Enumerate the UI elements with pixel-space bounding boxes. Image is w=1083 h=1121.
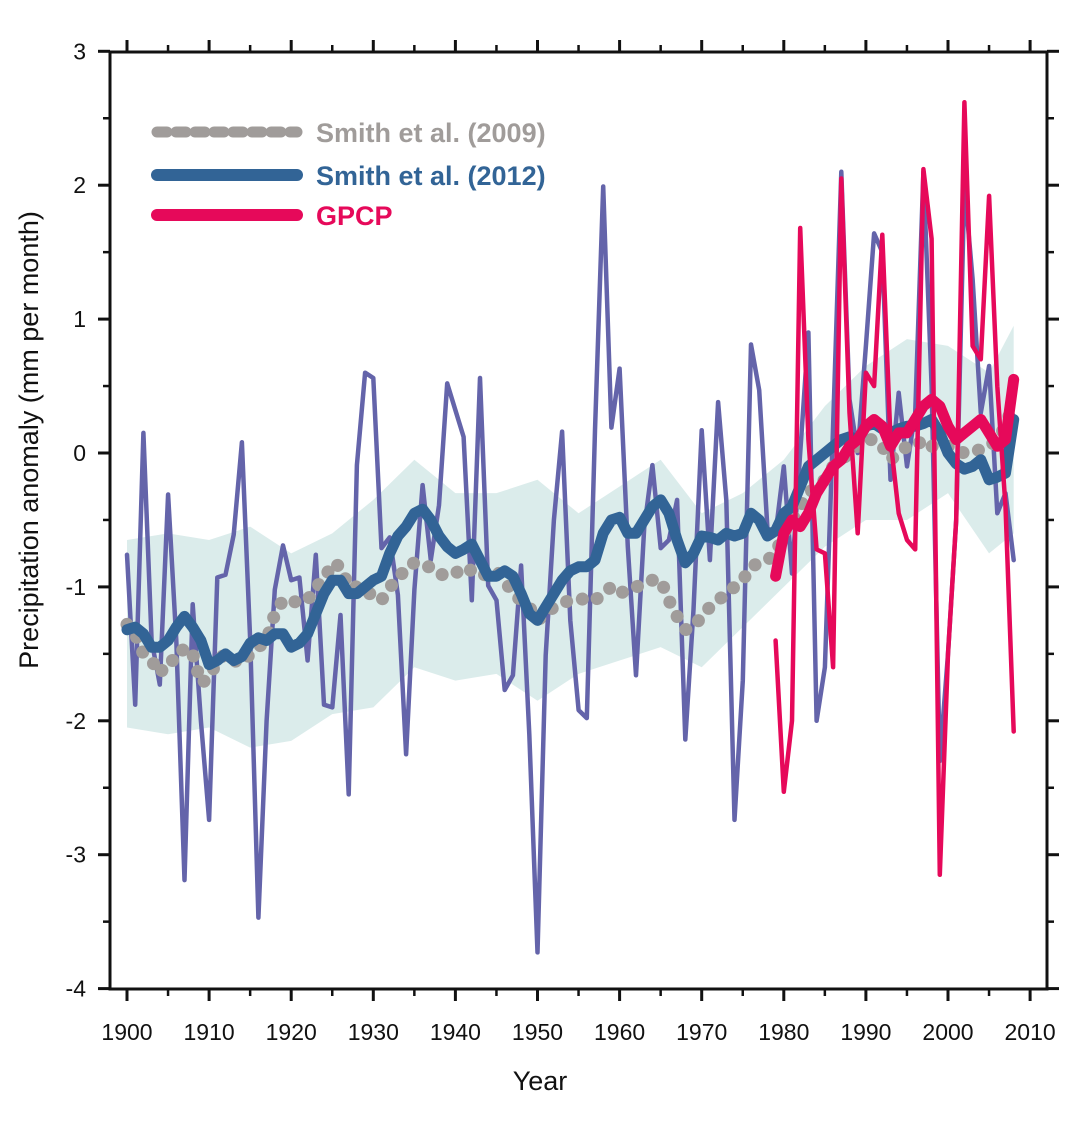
y-tick-label: -4 <box>66 976 87 1002</box>
x-tick-label: 1950 <box>512 1019 563 1045</box>
x-tick-label: 1990 <box>840 1019 891 1045</box>
x-tick-label: 2010 <box>1005 1019 1056 1045</box>
x-tick-label: 1900 <box>101 1019 152 1045</box>
y-tick-label: 3 <box>73 38 86 64</box>
x-axis-title: Year <box>513 1066 568 1096</box>
x-tick-label: 1980 <box>758 1019 809 1045</box>
x-tick-label: 2000 <box>922 1019 973 1045</box>
y-tick-label: 1 <box>73 306 86 332</box>
legend-label-gpcp: GPCP <box>316 201 393 231</box>
uncertainty-band <box>127 325 1014 748</box>
x-tick-label: 1970 <box>676 1019 727 1045</box>
y-tick-label: 0 <box>73 440 86 466</box>
y-tick-label: 2 <box>73 172 86 198</box>
y-tick-label: -3 <box>66 842 86 868</box>
series-line-smith2009 <box>120 395 1021 690</box>
y-axis-title: Precipitation anomaly (mm per month) <box>14 211 44 669</box>
series-line-gpcp <box>770 373 1020 582</box>
series-line-smith2012_annual <box>124 169 1016 955</box>
x-tick-label: 1920 <box>266 1019 317 1045</box>
legend-label-smith2012: Smith et al. (2012) <box>316 161 546 191</box>
x-tick-label: 1910 <box>184 1019 235 1045</box>
legend-label-smith2009: Smith et al. (2009) <box>316 118 546 148</box>
y-tick-label: -1 <box>66 574 86 600</box>
x-tick-label: 1960 <box>594 1019 645 1045</box>
x-tick-label: 1930 <box>348 1019 399 1045</box>
x-tick-label: 1940 <box>430 1019 481 1045</box>
y-tick-label: -2 <box>66 708 86 734</box>
series-line-gpcp_annual <box>773 99 1016 878</box>
